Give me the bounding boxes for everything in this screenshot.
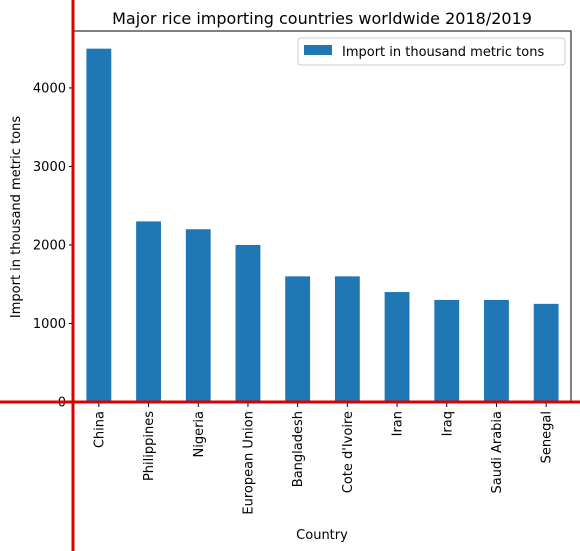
x-tick-label: Saudi Arabia bbox=[490, 411, 505, 494]
x-tick-label: Philippines bbox=[142, 411, 157, 481]
bar-nigeria bbox=[185, 229, 211, 402]
x-tick-label: European Union bbox=[241, 411, 256, 515]
x-tick-label: Nigeria bbox=[192, 411, 207, 458]
bar-senegal bbox=[533, 303, 559, 402]
bar-cote-d-ivoire bbox=[334, 276, 360, 402]
x-tick-label: Senegal bbox=[540, 411, 555, 463]
x-ticks-group: China Philippines Nigeria European Union Ban… bbox=[92, 402, 555, 515]
legend-label: Import in thousand metric tons bbox=[342, 45, 544, 60]
x-tick-label: Cote d'Ivoire bbox=[341, 411, 356, 493]
chart-title: Major rice importing countries worldwide… bbox=[112, 9, 532, 28]
bar-iraq bbox=[434, 299, 460, 402]
y-tick-label: 4000 bbox=[33, 81, 66, 96]
legend-box bbox=[297, 37, 566, 66]
y-axis-label: Import in thousand metric tons bbox=[9, 116, 24, 318]
y-ticks-group: 01000200030004000 bbox=[33, 81, 74, 411]
y-tick-label: 1000 bbox=[33, 317, 66, 332]
bar-saudi-arabia bbox=[484, 299, 509, 402]
x-axis-label: Country bbox=[296, 528, 348, 543]
x-tick-label: China bbox=[92, 411, 107, 448]
bars-group bbox=[86, 48, 559, 403]
bar-china bbox=[86, 48, 112, 403]
legend-swatch bbox=[304, 45, 332, 55]
bar-bangladesh bbox=[285, 276, 311, 402]
x-tick-label: Bangladesh bbox=[291, 411, 306, 487]
bar-european-union bbox=[235, 244, 261, 402]
x-tick-label: Iraq bbox=[440, 411, 455, 436]
y-tick-label: 3000 bbox=[33, 160, 66, 175]
bar-philippines bbox=[136, 221, 161, 402]
legend: Import in thousand metric tons bbox=[297, 37, 566, 66]
y-tick-label: 2000 bbox=[33, 238, 66, 253]
bar-iran bbox=[384, 292, 410, 402]
x-tick-label: Iran bbox=[391, 411, 406, 436]
